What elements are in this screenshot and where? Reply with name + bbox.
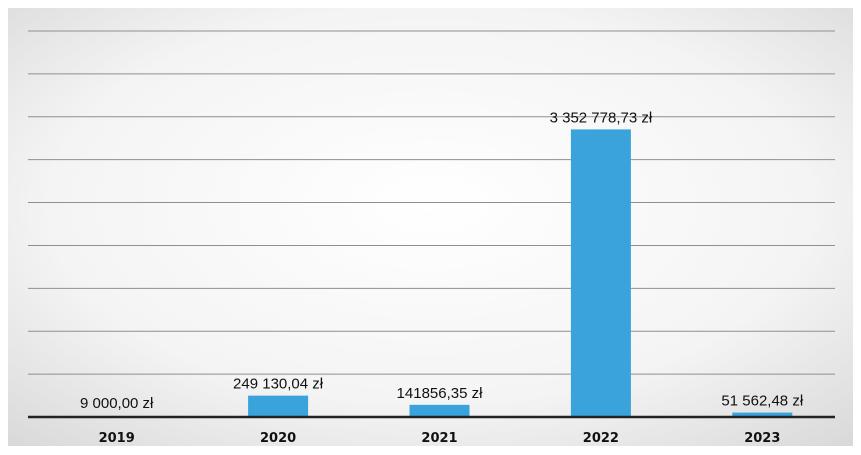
bar-2021 bbox=[409, 404, 470, 417]
bar-2022 bbox=[570, 129, 631, 417]
x-tick-labels: 2019 2020 2021 2022 2023 bbox=[99, 431, 781, 446]
data-label-2023: 51 562,48 zł bbox=[721, 393, 803, 410]
data-label-2022: 3 352 778,73 zł bbox=[550, 109, 653, 126]
gridlines bbox=[28, 30, 835, 375]
x-tick-2021: 2021 bbox=[421, 431, 457, 446]
bars bbox=[86, 129, 793, 417]
bar-2020 bbox=[248, 395, 309, 417]
data-label-2021: 141856,35 zł bbox=[397, 385, 484, 402]
data-label-2019: 9 000,00 zł bbox=[80, 395, 154, 412]
x-tick-2019: 2019 bbox=[99, 431, 135, 446]
x-tick-2022: 2022 bbox=[583, 431, 619, 446]
data-label-2020: 249 130,04 zł bbox=[233, 376, 324, 393]
data-labels: 9 000,00 zł 249 130,04 zł 141856,35 zł 3 35… bbox=[80, 109, 804, 412]
plot-background bbox=[8, 8, 853, 446]
x-tick-2020: 2020 bbox=[260, 431, 296, 446]
bar-2023 bbox=[732, 412, 793, 417]
x-tick-2023: 2023 bbox=[744, 431, 780, 446]
